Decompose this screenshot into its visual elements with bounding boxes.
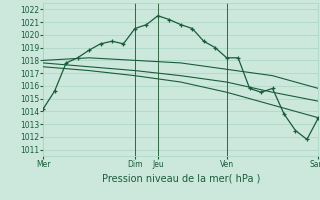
X-axis label: Pression niveau de la mer( hPa ): Pression niveau de la mer( hPa )	[102, 173, 260, 183]
